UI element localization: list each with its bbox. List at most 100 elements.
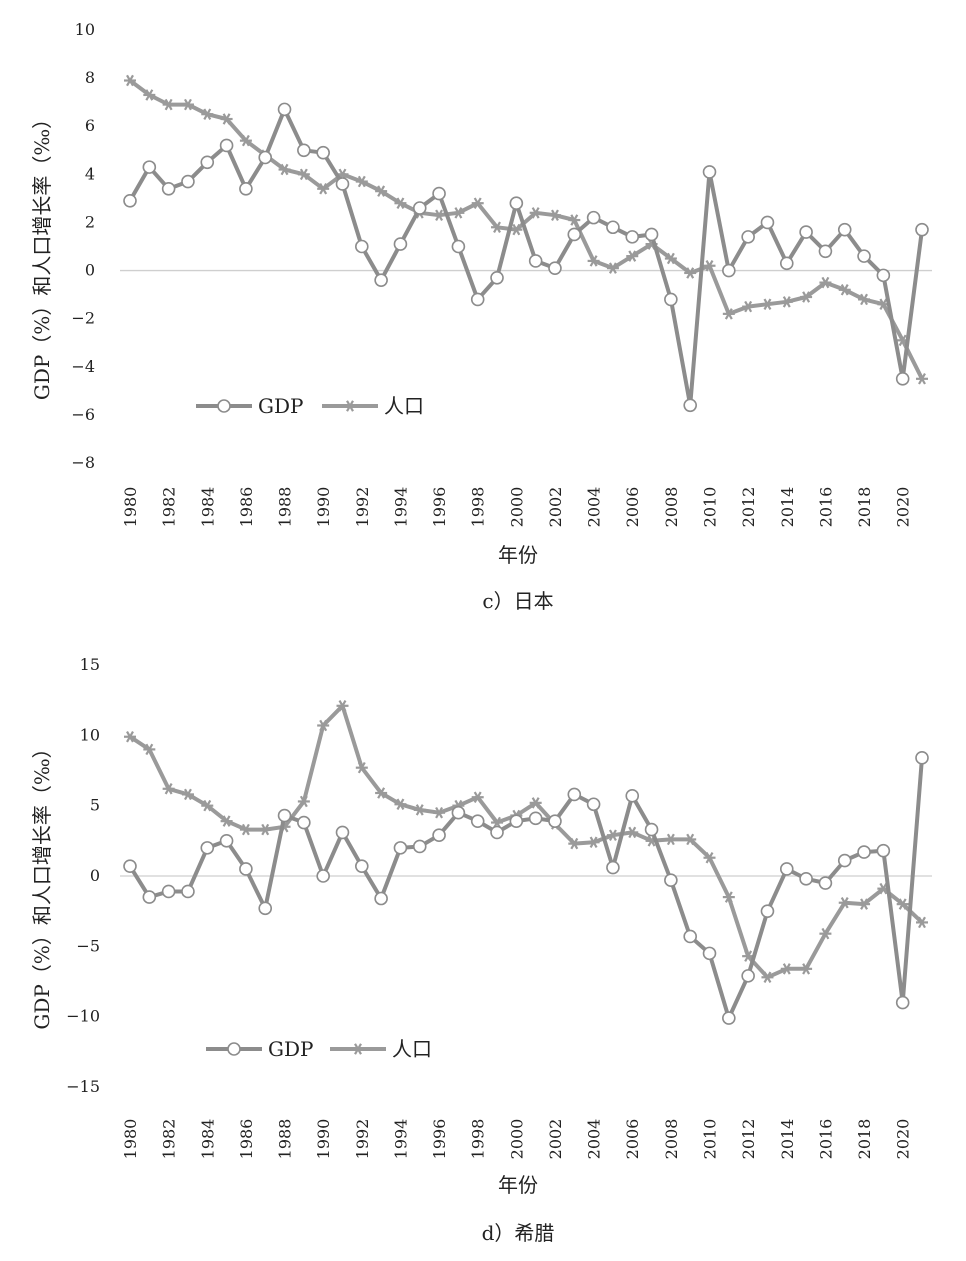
chart-caption: c）日本 xyxy=(482,589,553,613)
population-point xyxy=(548,209,561,221)
x-tick-label: 2014 xyxy=(778,487,797,528)
population-point-stroke xyxy=(898,898,907,910)
gdp-series-line xyxy=(128,107,924,408)
population-point xyxy=(780,296,793,308)
gdp-point xyxy=(200,155,215,170)
population-point xyxy=(471,197,484,209)
population-point-stroke xyxy=(164,98,173,111)
gdp-point xyxy=(741,969,755,983)
y-tick-label: 10 xyxy=(80,725,100,744)
gdp-point xyxy=(509,196,524,210)
x-tick-label: 1980 xyxy=(121,487,140,528)
population-point xyxy=(297,795,310,808)
population-point xyxy=(606,262,619,274)
legend-population-asterisk-icon xyxy=(352,1043,364,1055)
population-point xyxy=(433,806,446,819)
gdp-point xyxy=(625,230,640,244)
gdp-point xyxy=(316,869,330,883)
population-point-stroke xyxy=(183,788,192,801)
population-point xyxy=(297,168,310,181)
population-point xyxy=(201,799,214,812)
population-point-stroke xyxy=(898,334,907,347)
gdp-point xyxy=(548,261,562,275)
population-point xyxy=(684,833,697,846)
population-point-stroke xyxy=(570,837,579,850)
population-point-stroke xyxy=(338,700,347,712)
population-point-stroke xyxy=(377,185,386,197)
population-point xyxy=(124,730,136,743)
population-point xyxy=(433,209,446,221)
population-point-stroke xyxy=(686,267,695,279)
population-point xyxy=(336,700,349,712)
gdp-point xyxy=(528,811,543,826)
population-point-stroke xyxy=(589,255,598,267)
population-point xyxy=(452,207,465,219)
gdp-point xyxy=(876,843,891,858)
x-tick-label: 1990 xyxy=(314,1119,333,1160)
x-tick-label: 2010 xyxy=(701,487,720,528)
gdp-point xyxy=(451,239,466,254)
x-tick-label: 2014 xyxy=(778,1119,797,1160)
x-tick-label: 2020 xyxy=(894,487,913,528)
gdp-point xyxy=(161,884,176,899)
population-point xyxy=(220,113,233,125)
gdp-point xyxy=(123,859,137,873)
population-point-stroke xyxy=(435,209,444,221)
population-point xyxy=(143,743,156,756)
gdp-point xyxy=(200,841,215,855)
population-point xyxy=(780,963,793,975)
gdp-point xyxy=(239,181,253,196)
legend-gdp-circle-icon xyxy=(217,399,231,413)
population-point-stroke xyxy=(686,833,695,846)
x-tick-label: 2008 xyxy=(662,487,681,528)
gdp-point xyxy=(586,210,601,225)
x-tick-label: 2008 xyxy=(662,1119,681,1160)
population-point-stroke xyxy=(705,851,714,864)
gdp-point xyxy=(644,822,659,837)
gdp-point xyxy=(567,227,582,242)
x-tick-label: 1988 xyxy=(276,1119,295,1160)
population-point xyxy=(355,175,368,188)
gdp-point xyxy=(779,862,794,876)
population-point-stroke xyxy=(918,373,926,385)
x-tick-label: 1992 xyxy=(353,1119,372,1160)
population-point xyxy=(838,284,851,296)
population-point xyxy=(587,255,600,267)
x-tick-label: 1998 xyxy=(469,1119,488,1160)
x-tick-label: 1984 xyxy=(198,1119,217,1160)
population-point-stroke xyxy=(493,221,501,234)
x-tick-label: 1994 xyxy=(391,1119,410,1160)
gdp-point xyxy=(548,814,562,828)
y-tick-label: 2 xyxy=(85,212,95,231)
population-point-stroke xyxy=(396,798,405,811)
population-point-stroke xyxy=(164,783,173,795)
gdp-point xyxy=(258,901,273,916)
population-point xyxy=(259,823,272,836)
gdp-point xyxy=(219,138,234,153)
population-point xyxy=(181,788,194,801)
y-tick-label: −2 xyxy=(71,309,95,328)
population-point xyxy=(471,791,484,803)
gdp-point xyxy=(393,841,408,855)
population-point-stroke xyxy=(551,209,559,221)
gdp-point xyxy=(239,862,253,876)
population-point xyxy=(317,183,330,195)
gdp-point xyxy=(895,372,910,386)
gdp-point xyxy=(123,193,137,208)
population-point-stroke xyxy=(860,898,869,910)
population-point-stroke xyxy=(860,293,869,306)
x-tick-label: 1996 xyxy=(430,1119,449,1160)
gdp-point xyxy=(316,145,330,160)
gdp-point xyxy=(741,230,755,244)
gdp-point xyxy=(818,244,833,259)
y-tick-label: 10 xyxy=(75,20,95,39)
population-point-stroke xyxy=(145,89,154,101)
population-point xyxy=(529,797,542,809)
population-point-stroke xyxy=(918,916,926,929)
gdp-point xyxy=(412,201,427,215)
population-point xyxy=(722,308,735,320)
gdp-point xyxy=(722,1011,736,1025)
population-point xyxy=(124,74,136,87)
population-point-stroke xyxy=(299,168,308,181)
gdp-point xyxy=(722,263,736,278)
